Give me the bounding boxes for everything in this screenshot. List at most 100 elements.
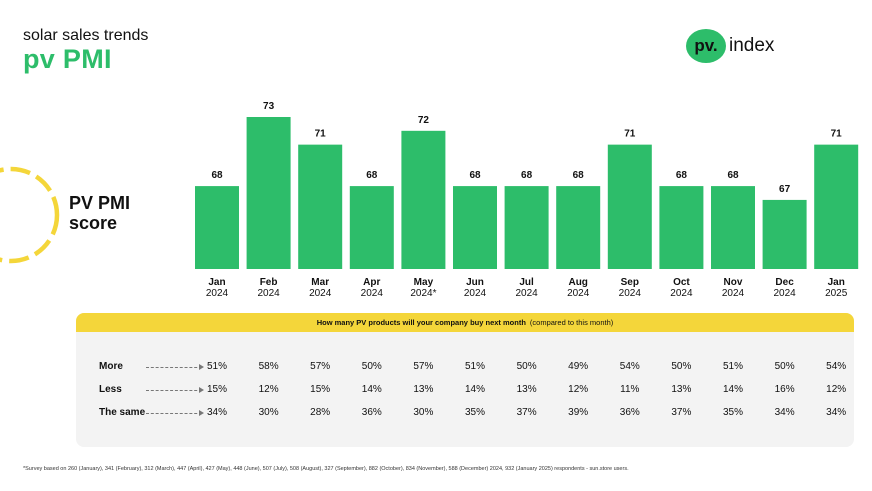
bar-jul-2024 bbox=[504, 186, 549, 269]
survey-cell: 49% bbox=[568, 361, 589, 372]
bar-oct-2024 bbox=[659, 186, 704, 269]
data-label: 68 bbox=[366, 170, 378, 181]
survey-question: How many PV products will your company b… bbox=[316, 318, 526, 327]
bar-mar-2024 bbox=[298, 144, 343, 269]
survey-cell: 16% bbox=[774, 384, 795, 395]
survey-qualifier: (compared to this month) bbox=[529, 318, 614, 327]
x-tick-month: Apr bbox=[363, 277, 380, 288]
x-tick-year: 2025 bbox=[825, 288, 848, 299]
x-tick-year: 2024 bbox=[464, 288, 487, 299]
survey-row-label: More bbox=[99, 361, 123, 372]
survey-cell: 14% bbox=[722, 384, 743, 395]
data-label: 71 bbox=[831, 129, 843, 140]
survey-cell: 58% bbox=[258, 361, 279, 372]
x-tick-month: Oct bbox=[673, 277, 690, 288]
data-label: 68 bbox=[676, 170, 688, 181]
dashed-arrow-icon bbox=[146, 387, 204, 393]
x-tick-year: 2024 bbox=[619, 288, 642, 299]
bar-jan-2025 bbox=[814, 144, 859, 269]
bar-aug-2024 bbox=[556, 186, 601, 269]
survey-cell: 37% bbox=[516, 407, 537, 418]
survey-cell: 28% bbox=[310, 407, 331, 418]
score-label-line1: PV PMI bbox=[69, 193, 131, 213]
x-tick-month: Feb bbox=[260, 277, 278, 288]
survey-cell: 13% bbox=[516, 384, 537, 395]
survey-cell: 15% bbox=[310, 384, 331, 395]
survey-cell: 34% bbox=[774, 407, 795, 418]
survey-row: The same 34% 30% 28% 36% 30% 35% 37% 39% 36% 37% 35… bbox=[76, 407, 854, 421]
bar-jan-2024 bbox=[195, 186, 239, 269]
bar-apr-2024 bbox=[349, 186, 394, 269]
survey-cell: 35% bbox=[722, 407, 743, 418]
survey-cell: 54% bbox=[826, 361, 847, 372]
bar-sep-2024 bbox=[607, 144, 652, 269]
survey-panel: How many PV products will your company b… bbox=[76, 313, 854, 447]
survey-cell: 13% bbox=[671, 384, 692, 395]
survey-cell: 37% bbox=[671, 407, 692, 418]
dashed-arrow-icon bbox=[146, 364, 204, 370]
page-title: pv PMI bbox=[23, 44, 112, 74]
x-tick-year: 2024 bbox=[206, 288, 229, 299]
data-label: 67 bbox=[779, 184, 791, 195]
survey-cell: 50% bbox=[774, 361, 795, 372]
x-tick-year: 2024 bbox=[361, 288, 384, 299]
survey-cell: 51% bbox=[206, 361, 227, 372]
x-tick-month: Jun bbox=[466, 277, 484, 288]
survey-cell: 50% bbox=[671, 361, 692, 372]
survey-cell: 30% bbox=[258, 407, 279, 418]
bar-jun-2024 bbox=[453, 186, 497, 269]
survey-cell: 34% bbox=[206, 407, 227, 418]
survey-cell: 14% bbox=[361, 384, 382, 395]
data-label: 68 bbox=[521, 170, 533, 181]
survey-row: Less 15% 12% 15% 14% 13% 14% 13% 12% 11% 13% 14% 16%… bbox=[76, 384, 854, 398]
survey-cell: 12% bbox=[258, 384, 279, 395]
survey-row: More 51% 58% 57% 50% 57% 51% 50% 49% 54% 50% 51% 50%… bbox=[76, 361, 854, 375]
data-label: 71 bbox=[624, 129, 636, 140]
survey-question-bar: How many PV products will your company b… bbox=[76, 313, 854, 332]
pmi-bar-chart: 68Jan202473Feb202471Mar202468Apr202472Ma… bbox=[195, 101, 859, 299]
survey-cell: 51% bbox=[722, 361, 743, 372]
data-label: 68 bbox=[211, 170, 223, 181]
score-label: PV PMI score bbox=[69, 193, 130, 233]
decorative-dashed-ring-icon bbox=[0, 166, 60, 264]
survey-cell: 12% bbox=[826, 384, 847, 395]
x-tick-month: Jul bbox=[519, 277, 534, 288]
survey-row-label: Less bbox=[99, 384, 122, 395]
survey-cell: 51% bbox=[464, 361, 485, 372]
survey-cell: 39% bbox=[568, 407, 589, 418]
survey-cell: 36% bbox=[361, 407, 382, 418]
data-label: 68 bbox=[727, 170, 739, 181]
score-label-line2: score bbox=[69, 213, 118, 233]
x-tick-month: Mar bbox=[311, 277, 329, 288]
logo-text: index bbox=[729, 35, 775, 56]
x-tick-month: Nov bbox=[724, 277, 743, 288]
pv-index-logo: pv. index bbox=[686, 29, 774, 63]
survey-cell: 50% bbox=[516, 361, 537, 372]
survey-row-label: The same bbox=[99, 407, 146, 418]
survey-footnote: *Survey based on 260 (January), 341 (Feb… bbox=[23, 466, 629, 472]
x-tick-month: Jan bbox=[208, 277, 225, 288]
survey-cell: 57% bbox=[413, 361, 434, 372]
x-tick-year: 2024 bbox=[722, 288, 745, 299]
x-tick-month: Jan bbox=[828, 277, 845, 288]
x-tick-month: Aug bbox=[568, 277, 587, 288]
bar-nov-2024 bbox=[711, 186, 755, 269]
survey-cell: 11% bbox=[620, 384, 640, 395]
data-label: 73 bbox=[263, 101, 275, 112]
survey-cell: 35% bbox=[464, 407, 485, 418]
x-tick-year: 2024 bbox=[257, 288, 280, 299]
survey-cell: 12% bbox=[568, 384, 589, 395]
dashed-arrow-icon bbox=[146, 410, 204, 416]
survey-cell: 34% bbox=[826, 407, 847, 418]
survey-cell: 30% bbox=[413, 407, 434, 418]
x-tick-month: May bbox=[414, 277, 434, 288]
survey-cell: 13% bbox=[413, 384, 434, 395]
data-label: 71 bbox=[315, 129, 327, 140]
data-label: 68 bbox=[469, 170, 481, 181]
logo-badge: pv. bbox=[686, 29, 726, 63]
x-tick-year: 2024 bbox=[309, 288, 332, 299]
x-tick-year: 2024 bbox=[670, 288, 693, 299]
x-tick-year: 2024* bbox=[410, 288, 436, 299]
x-tick-year: 2024 bbox=[515, 288, 538, 299]
x-tick-year: 2024 bbox=[567, 288, 590, 299]
